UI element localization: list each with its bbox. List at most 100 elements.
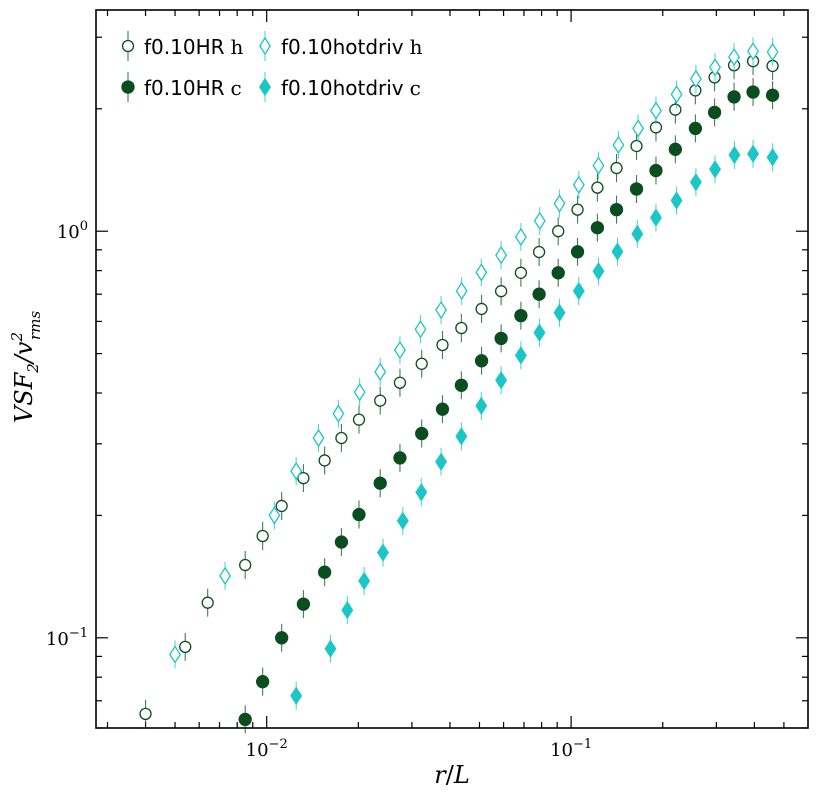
data-point bbox=[592, 156, 605, 175]
data-point bbox=[239, 558, 252, 572]
data-point bbox=[709, 58, 722, 77]
data-point bbox=[494, 285, 508, 298]
data-point bbox=[435, 402, 450, 416]
data-point bbox=[747, 144, 760, 164]
y-tick-label: 10−1 bbox=[46, 626, 88, 650]
data-point bbox=[514, 227, 527, 247]
x-axis-label: r/L bbox=[434, 761, 470, 789]
legend-marker bbox=[259, 36, 271, 56]
legend-item: f0.10hotdriv h bbox=[259, 31, 423, 61]
data-point bbox=[296, 597, 311, 611]
data-point bbox=[590, 221, 605, 235]
data-point bbox=[474, 354, 489, 368]
data-point bbox=[312, 428, 325, 448]
data-point bbox=[630, 139, 643, 153]
data-point bbox=[765, 88, 780, 102]
data-point bbox=[552, 225, 565, 238]
data-point bbox=[688, 121, 703, 136]
data-point bbox=[415, 483, 428, 502]
data-point bbox=[290, 686, 303, 705]
series-3 bbox=[290, 139, 779, 710]
axis-ticks: 10−2 10−1 10−1 100 bbox=[46, 10, 808, 761]
data-point bbox=[670, 191, 683, 210]
legend-marker bbox=[259, 77, 271, 97]
data-point bbox=[532, 245, 546, 259]
data-point bbox=[649, 163, 663, 178]
data-point bbox=[341, 600, 354, 620]
y-tick-label: 100 bbox=[57, 219, 88, 243]
legend-label: f0.10hotdriv c bbox=[281, 76, 421, 100]
data-point bbox=[435, 300, 448, 320]
data-point bbox=[689, 172, 702, 192]
legend-marker bbox=[121, 80, 135, 94]
data-point bbox=[332, 404, 345, 423]
data-point bbox=[649, 208, 662, 227]
legend-label: f0.10HR h bbox=[144, 35, 244, 59]
data-point bbox=[396, 511, 409, 530]
data-point bbox=[435, 452, 448, 471]
x-tick-label: 10−1 bbox=[550, 737, 592, 761]
data-point bbox=[455, 281, 468, 301]
data-point bbox=[415, 426, 429, 441]
data-point bbox=[570, 245, 585, 259]
data-point bbox=[454, 378, 469, 392]
data-point bbox=[670, 85, 683, 104]
data-point bbox=[631, 224, 644, 244]
data-point bbox=[317, 565, 332, 579]
data-point bbox=[201, 596, 214, 609]
data-point bbox=[495, 371, 508, 390]
data-point bbox=[335, 431, 348, 445]
data-point bbox=[415, 357, 428, 370]
plot-frame bbox=[95, 9, 809, 729]
data-point bbox=[297, 471, 310, 485]
data-point bbox=[475, 302, 488, 316]
data-point bbox=[514, 346, 527, 365]
data-point bbox=[179, 640, 192, 654]
legend-item: f0.10hotdriv c bbox=[259, 72, 421, 102]
data-point bbox=[275, 499, 288, 513]
data-point bbox=[532, 287, 546, 301]
data-point bbox=[572, 175, 585, 195]
data-point bbox=[334, 535, 349, 549]
data-point bbox=[377, 543, 389, 562]
data-point bbox=[553, 194, 566, 213]
data-point bbox=[727, 90, 741, 104]
data-point bbox=[358, 571, 371, 591]
data-point bbox=[494, 331, 508, 346]
data-point bbox=[533, 323, 546, 342]
svg-text:r/L: r/L bbox=[434, 761, 470, 789]
data-point bbox=[610, 161, 623, 175]
data-point bbox=[632, 119, 645, 138]
data-point bbox=[746, 85, 760, 99]
data-point bbox=[514, 266, 528, 279]
data-point bbox=[728, 47, 741, 67]
data-point bbox=[219, 566, 232, 586]
data-point bbox=[571, 203, 584, 216]
data-point bbox=[495, 246, 508, 265]
data-point bbox=[669, 103, 682, 116]
data-point bbox=[747, 42, 760, 61]
y-axis-label: VSF2/v2rms bbox=[8, 311, 44, 424]
data-point bbox=[393, 340, 406, 360]
data-point bbox=[324, 639, 337, 658]
data-point bbox=[268, 506, 281, 525]
data-point bbox=[352, 507, 366, 522]
legend-marker bbox=[121, 39, 135, 53]
data-point bbox=[551, 266, 565, 280]
data-point bbox=[290, 461, 303, 481]
data-point bbox=[139, 707, 152, 721]
data-point bbox=[514, 308, 528, 323]
data-point bbox=[475, 396, 488, 416]
legend-item: f0.10HR c bbox=[121, 72, 242, 102]
data-point bbox=[455, 427, 468, 446]
data-point bbox=[393, 376, 407, 389]
data-markers bbox=[139, 37, 780, 734]
data-point bbox=[475, 263, 488, 282]
data-point bbox=[709, 160, 722, 179]
series-2 bbox=[169, 37, 779, 669]
data-point bbox=[353, 382, 366, 402]
series-1 bbox=[238, 77, 780, 734]
data-point bbox=[649, 101, 662, 120]
data-point bbox=[318, 454, 331, 467]
data-point bbox=[766, 42, 779, 62]
